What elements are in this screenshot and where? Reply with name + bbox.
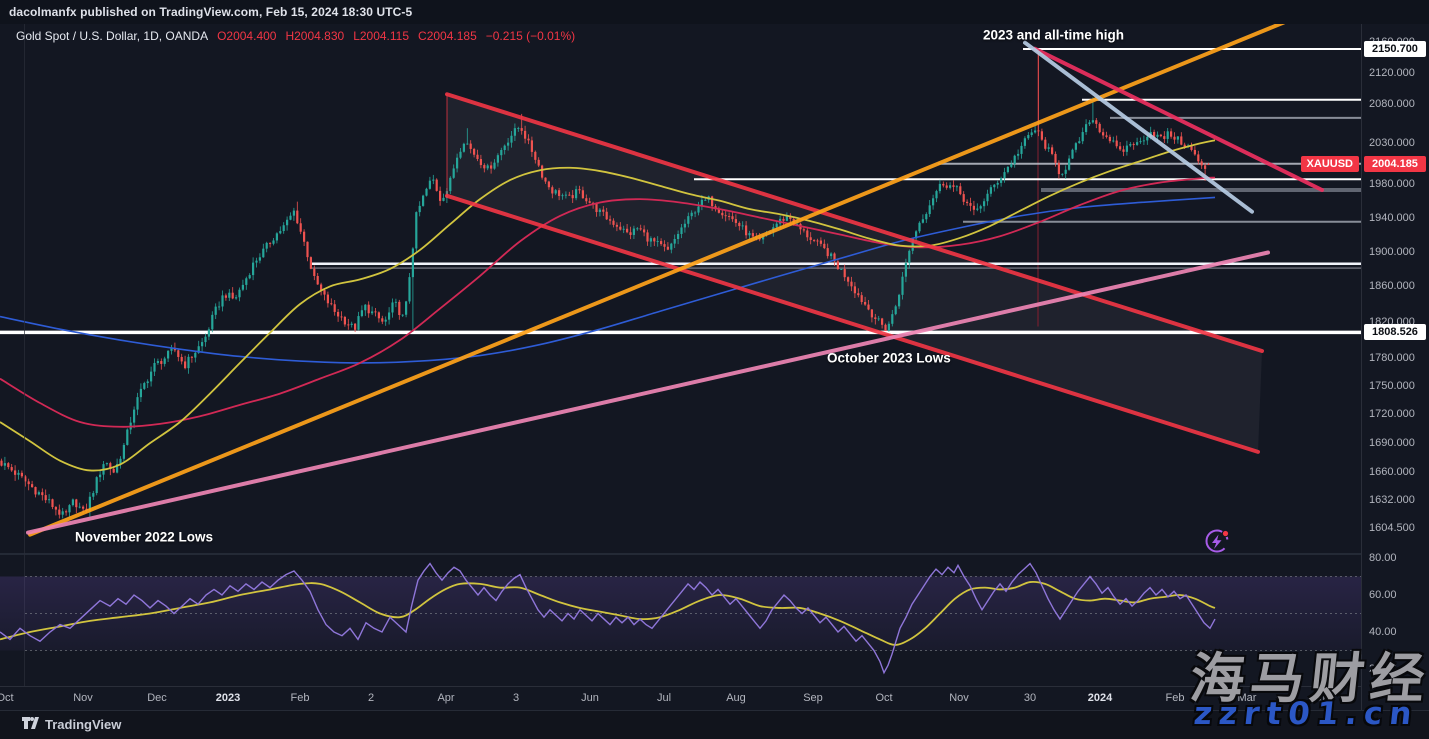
ohlc-o: O2004.400 bbox=[217, 29, 277, 43]
price-axis[interactable]: 2160.0002120.0002080.0002030.0001980.000… bbox=[1361, 24, 1429, 710]
chart-annotation: 2023 and all-time high bbox=[983, 27, 1125, 43]
ohlc-h: H2004.830 bbox=[285, 29, 345, 43]
time-tick-label: 2024 bbox=[1087, 692, 1113, 704]
time-tick-label: Nov bbox=[73, 692, 93, 704]
symbol-price-flag: XAUUSD bbox=[1300, 156, 1359, 173]
indicator-tick-label: 40.00 bbox=[1369, 626, 1397, 638]
time-tick-label: Nov bbox=[949, 692, 969, 704]
price-tick-label: 1780.000 bbox=[1369, 352, 1415, 365]
time-tick-label: 2 bbox=[367, 692, 375, 704]
indicator-tick-label: 60.00 bbox=[1369, 589, 1397, 601]
last-price-chip: 2004.185 bbox=[1364, 156, 1426, 173]
chart-annotation: October 2023 Lows bbox=[827, 350, 951, 366]
time-tick-label: Dec bbox=[147, 692, 167, 704]
ohlc-l: L2004.115 bbox=[353, 29, 410, 43]
time-tick-label: Feb bbox=[1165, 692, 1185, 704]
price-level-chip: 1808.526 bbox=[1364, 324, 1426, 341]
price-tick-label: 1860.000 bbox=[1369, 280, 1415, 293]
alert-fab-button[interactable] bbox=[1202, 525, 1232, 555]
tradingview-logo-icon bbox=[22, 717, 39, 729]
time-tick-label: Mar bbox=[1237, 692, 1257, 704]
lightning-alert-icon bbox=[1205, 529, 1230, 553]
price-tick-label: 1900.000 bbox=[1369, 245, 1415, 258]
attribution-text: dacolmanfx published on TradingView.com,… bbox=[9, 5, 413, 19]
tradingview-link[interactable]: TradingView bbox=[22, 717, 121, 732]
price-tick-label: 2120.000 bbox=[1369, 66, 1415, 79]
price-tick-label: 2030.000 bbox=[1369, 137, 1415, 150]
tradingview-brand-text: TradingView bbox=[45, 717, 122, 732]
time-tick-label: 3 bbox=[512, 692, 520, 704]
price-tick-label: 1604.500 bbox=[1369, 522, 1415, 535]
time-tick-label: 2023 bbox=[215, 692, 241, 704]
time-tick-label: Oct bbox=[875, 692, 893, 704]
time-tick-label: Sep bbox=[803, 692, 823, 704]
price-tick-label: 1690.000 bbox=[1369, 437, 1415, 450]
footer-bar: TradingView bbox=[0, 710, 1429, 739]
time-tick-label: Oct bbox=[0, 692, 14, 704]
chart-annotation: November 2022 Lows bbox=[75, 529, 214, 545]
price-tick-label: 1750.000 bbox=[1369, 380, 1415, 393]
time-tick-label: Apr bbox=[437, 692, 455, 704]
indicator-tick-label: 20.00 bbox=[1369, 663, 1397, 675]
price-tick-label: 1980.000 bbox=[1369, 178, 1415, 191]
time-axis[interactable]: Oct Nov Dec 2023 Feb 2 Apr 3 Jun Jul Aug Sep Oct Nov 3… bbox=[0, 686, 1361, 711]
change-value: −0.215 (−0.01%) bbox=[485, 29, 576, 43]
time-tick-label: Jun bbox=[581, 692, 599, 704]
price-tick-label: 2080.000 bbox=[1369, 97, 1415, 110]
time-tick-label: Feb bbox=[290, 692, 310, 704]
price-tick-label: 1940.000 bbox=[1369, 211, 1415, 224]
time-tick-label: Jul bbox=[656, 692, 672, 704]
time-tick-label: Apr bbox=[1311, 692, 1329, 704]
symbol-flag-label: XAUUSD bbox=[1306, 158, 1353, 171]
ohlc-c: C2004.185 bbox=[418, 29, 477, 43]
attribution-bar: dacolmanfx published on TradingView.com,… bbox=[0, 0, 1429, 24]
time-tick-label: Aug bbox=[726, 692, 746, 704]
symbol-header: Gold Spot / U.S. Dollar, 1D, OANDA O2004.… bbox=[16, 29, 584, 43]
price-tick-label: 1632.000 bbox=[1369, 494, 1415, 507]
price-level-chip: 2150.700 bbox=[1364, 41, 1426, 57]
time-tick-label: 30 bbox=[1023, 692, 1037, 704]
price-tick-label: 1720.000 bbox=[1369, 408, 1415, 421]
price-tick-label: 1660.000 bbox=[1369, 466, 1415, 479]
indicator-tick-label: 80.00 bbox=[1369, 552, 1397, 564]
symbol-title: Gold Spot / U.S. Dollar, 1D, OANDA bbox=[16, 29, 209, 43]
